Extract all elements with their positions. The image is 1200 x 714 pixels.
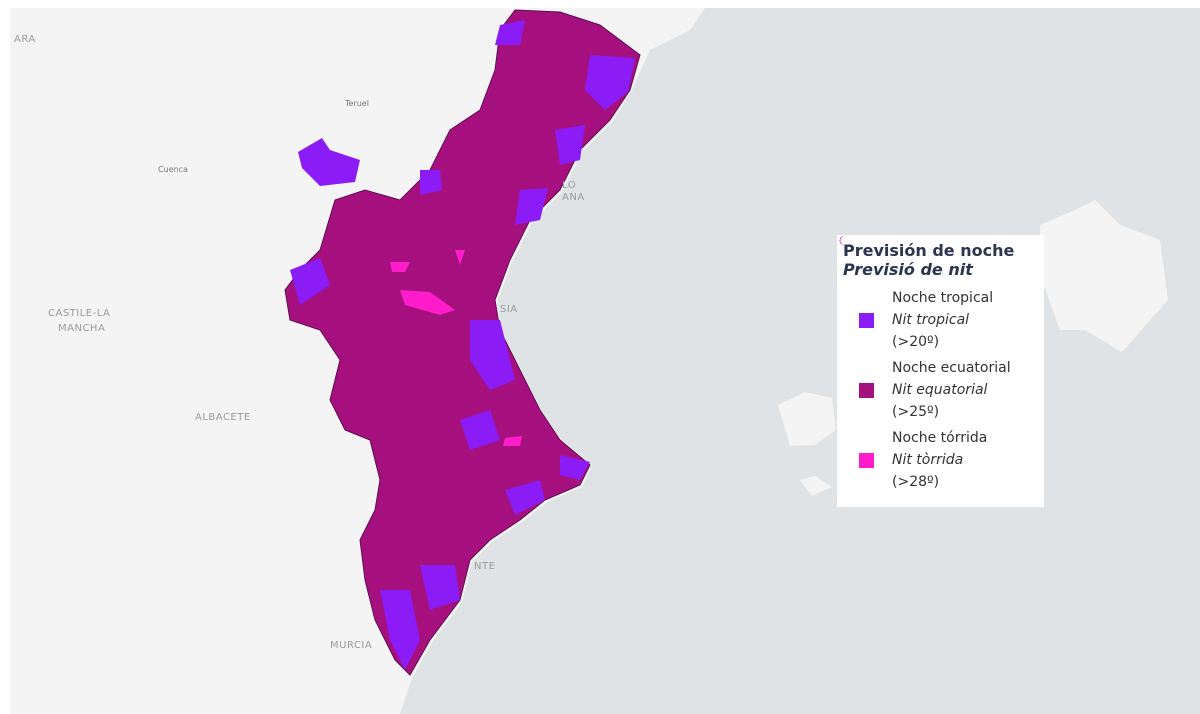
legend-swatch — [859, 312, 874, 328]
region-patch — [560, 455, 590, 480]
island — [778, 392, 836, 446]
map-label: MANCHA — [58, 323, 105, 334]
legend-item: Noche tropical Nit tropical (>20º) — [839, 235, 1038, 353]
region-shape — [298, 138, 360, 186]
map-label: NTE — [474, 561, 495, 572]
frame — [0, 0, 10, 714]
legend-text: Nit tòrrida — [892, 452, 964, 468]
region-patch — [420, 170, 442, 195]
region-patch — [390, 262, 410, 272]
legend-swatch — [859, 452, 874, 468]
legend-item: Noche tórrida Nit tòrrida (>28º) — [839, 235, 1038, 493]
region-patch — [505, 480, 545, 515]
region-patch — [460, 410, 500, 450]
region-patch — [380, 590, 420, 670]
legend-text: Noche tropical — [892, 290, 994, 306]
region-patch — [455, 250, 465, 265]
region — [284, 9, 641, 676]
legend-title: Previsión de noche — [843, 241, 1015, 260]
map-label: Teruel — [344, 99, 369, 108]
region-patch — [495, 20, 525, 45]
frame — [0, 0, 1200, 8]
legend-text: Noche ecuatorial — [892, 360, 1011, 376]
map-label: ALBACETE — [195, 412, 251, 423]
region-patch — [585, 55, 635, 110]
region-patch — [470, 320, 515, 390]
legend-item: Noche ecuatorial Nit equatorial (>25º) — [839, 235, 1038, 423]
map-label: ANA — [562, 192, 585, 203]
map-label: CASTILE-LA — [48, 308, 110, 319]
region-patch — [515, 188, 548, 225]
legend-text: Noche tórrida — [892, 430, 988, 446]
map-label: MURCIA — [330, 640, 372, 651]
legend-text: Nit equatorial — [892, 382, 988, 398]
map-label: Cuenca — [158, 165, 188, 174]
legend-subtitle: Previsió de nit — [843, 260, 973, 279]
map-label: LO — [562, 180, 576, 191]
legend: Previsión de noche Previsió de nit Noche… — [837, 235, 1044, 507]
legend-text: Nit tropical — [892, 312, 970, 328]
legend-swatch — [859, 382, 874, 398]
region-patch — [400, 290, 455, 315]
region-patch — [420, 565, 460, 610]
moon-icon — [839, 235, 845, 246]
legend-text: (>20º) — [892, 334, 940, 350]
region-patch — [555, 125, 585, 165]
island — [1040, 200, 1168, 352]
region-patch — [290, 258, 330, 305]
legend-text: (>28º) — [892, 474, 940, 490]
island — [800, 476, 832, 496]
region-patch — [503, 436, 522, 446]
map-label: SIA — [500, 304, 518, 315]
map-label: ARA — [14, 34, 36, 45]
legend-items: Noche tropical Nit tropical (>20º) Noche ec… — [839, 235, 1038, 493]
legend-text: (>25º) — [892, 404, 940, 420]
